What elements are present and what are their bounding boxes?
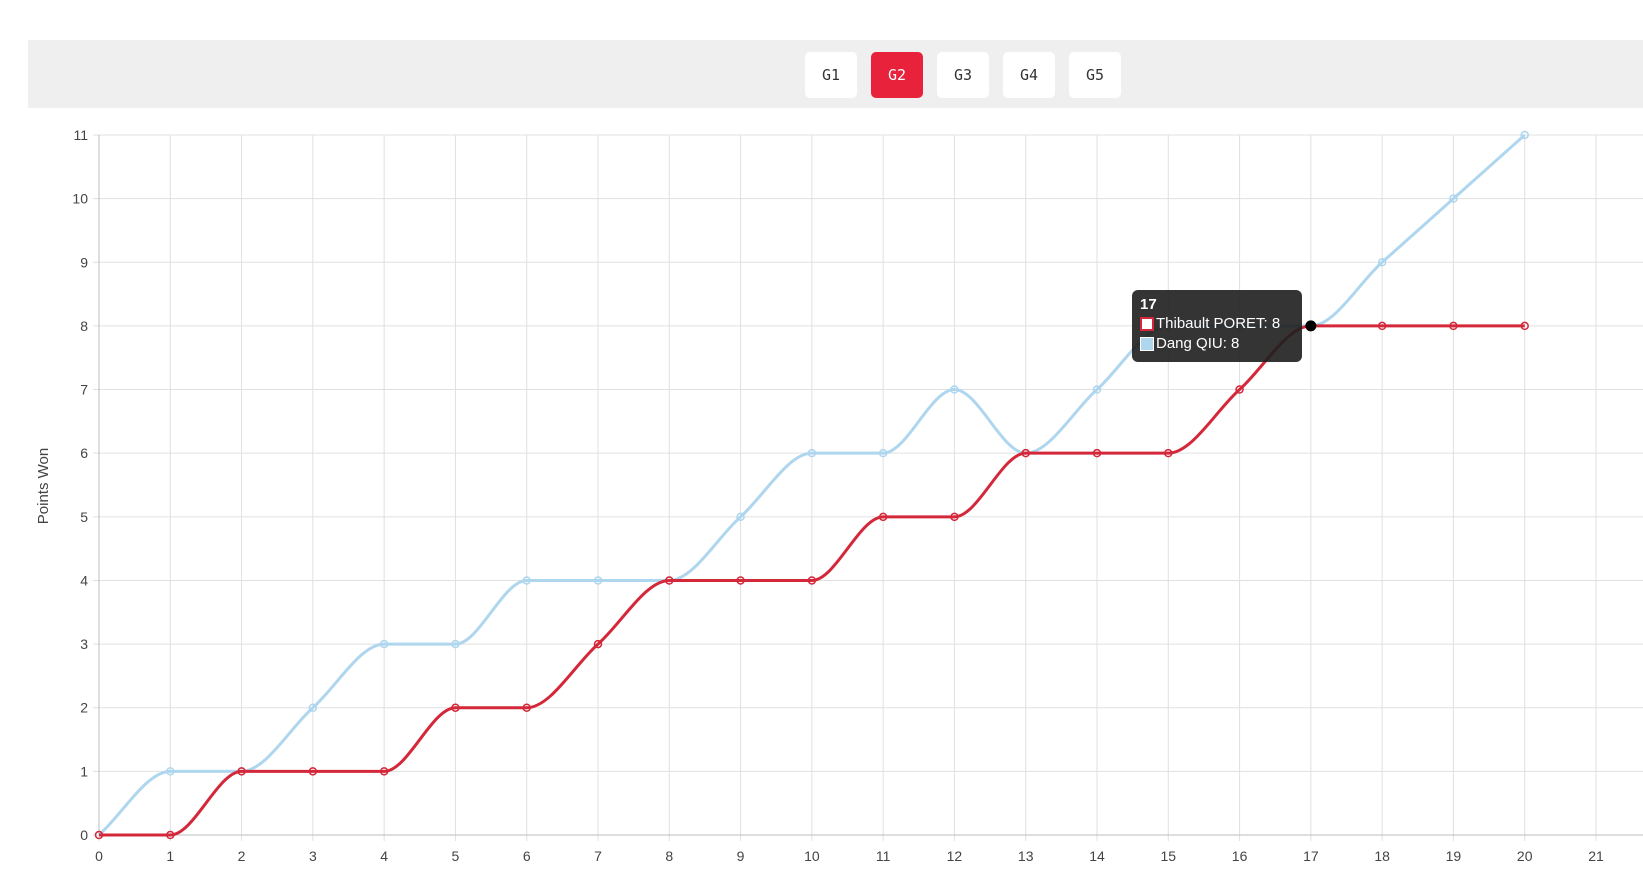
y-tick-label: 7	[80, 382, 88, 398]
data-point	[94, 830, 104, 840]
tab-g2[interactable]: G2	[871, 52, 923, 98]
x-tick-label: 16	[1232, 848, 1248, 864]
data-point	[1377, 321, 1387, 331]
y-axis-label: Points Won	[35, 448, 52, 524]
x-tick-label: 18	[1374, 848, 1390, 864]
y-tick-label: 9	[80, 254, 88, 270]
x-tick-label: 20	[1517, 848, 1533, 864]
y-tick-label: 1	[80, 763, 88, 779]
x-tick-label: 11	[876, 848, 891, 864]
y-tick-label: 8	[80, 318, 88, 334]
data-point	[308, 767, 318, 776]
data-point	[1164, 448, 1173, 458]
chart-grid	[93, 134, 1643, 841]
y-tick-label: 5	[80, 509, 88, 525]
tooltip-entry-text: Thibault PORET: 8	[1156, 315, 1281, 332]
game-tab-bar: G1 G2 G3 G4 G5	[28, 40, 1643, 108]
chart-tooltip: 17 Thibault PORET: 8 Dang QIU: 8	[1132, 290, 1302, 362]
data-point	[878, 448, 888, 458]
data-point	[237, 767, 246, 776]
x-tick-label: 9	[737, 848, 745, 864]
tab-g5[interactable]: G5	[1069, 52, 1121, 98]
data-point	[522, 576, 531, 585]
x-tick-label: 4	[380, 848, 388, 864]
data-point	[1377, 258, 1387, 267]
tooltip-swatch	[1140, 317, 1154, 331]
data-point	[166, 767, 175, 776]
x-tick-label: 10	[804, 848, 820, 864]
data-point	[807, 576, 817, 585]
data-point	[1092, 385, 1102, 394]
x-tick-label: 21	[1588, 848, 1604, 864]
data-point	[451, 639, 460, 649]
data-point	[1449, 194, 1458, 203]
x-tick-label: 1	[166, 848, 174, 864]
tooltip-entry-text: Dang QIU: 8	[1156, 335, 1240, 352]
data-point	[1235, 385, 1244, 394]
y-tick-label: 3	[80, 636, 88, 652]
hovered-data-point	[1305, 320, 1317, 332]
data-point	[1021, 448, 1030, 458]
data-point	[308, 703, 318, 712]
x-tick-label: 13	[1018, 848, 1034, 864]
tooltip-title: 17	[1140, 296, 1157, 313]
tooltip-entry: Thibault PORET: 8	[1140, 314, 1294, 334]
x-tick-label: 15	[1160, 848, 1176, 864]
x-tick-label: 0	[95, 848, 103, 864]
data-point	[379, 639, 389, 649]
tooltip-swatch	[1140, 337, 1154, 351]
data-point	[1449, 321, 1458, 331]
data-point	[807, 448, 817, 458]
tooltip-entry: Dang QIU: 8	[1140, 334, 1294, 354]
y-tick-label: 10	[72, 191, 88, 207]
y-tick-label: 6	[80, 445, 88, 461]
tab-g1[interactable]: G1	[805, 52, 857, 98]
y-tick-label: 4	[80, 572, 88, 588]
data-point	[736, 512, 745, 522]
x-tick-label: 5	[452, 848, 460, 864]
data-point	[736, 576, 745, 585]
chart-axes: 0 1 2 3 4 5 6 7 8 9 10 11 12 13 14 15 16 17 18 19 20 21012345…	[72, 127, 1643, 864]
x-tick-label: 3	[309, 848, 317, 864]
x-tick-label: 8	[665, 848, 673, 864]
data-point	[1520, 321, 1529, 331]
data-point	[878, 512, 888, 522]
x-tick-label: 17	[1303, 848, 1319, 864]
x-tick-label: 12	[947, 848, 963, 864]
data-point	[593, 576, 603, 585]
y-tick-label: 0	[80, 827, 88, 843]
x-tick-label: 14	[1089, 848, 1105, 864]
data-point	[522, 703, 531, 712]
data-point	[665, 576, 674, 585]
x-tick-label: 7	[594, 848, 602, 864]
tab-g3[interactable]: G3	[937, 52, 989, 98]
x-tick-label: 6	[523, 848, 531, 864]
data-point	[379, 767, 389, 776]
data-point	[1092, 448, 1102, 458]
data-point	[451, 703, 460, 712]
data-point	[950, 385, 959, 394]
data-point	[593, 639, 603, 649]
y-tick-label: 11	[73, 127, 88, 143]
x-tick-label: 2	[238, 848, 246, 864]
tab-g4[interactable]: G4	[1003, 52, 1055, 98]
data-point	[166, 830, 175, 840]
y-tick-label: 2	[80, 700, 88, 716]
x-tick-label: 19	[1446, 848, 1462, 864]
data-point	[950, 512, 959, 522]
data-point	[1520, 130, 1529, 140]
